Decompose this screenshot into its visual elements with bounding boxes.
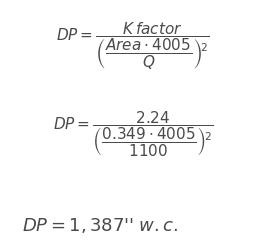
Text: $\mathit{DP} = \dfrac{\mathit{K\,factor}}{\left(\dfrac{\mathit{Area}\cdot4005}{Q: $\mathit{DP} = \dfrac{\mathit{K\,factor}… [56, 20, 210, 72]
Text: $\mathit{DP} = 1,387\text{''}\;\mathit{w.c.}$: $\mathit{DP} = 1,387\text{''}\;\mathit{w… [22, 216, 179, 235]
Text: $\mathit{DP} = \dfrac{2.24}{\left(\dfrac{0.349\cdot4005}{1100}\right)^{\!2}}$: $\mathit{DP} = \dfrac{2.24}{\left(\dfrac… [53, 110, 213, 159]
